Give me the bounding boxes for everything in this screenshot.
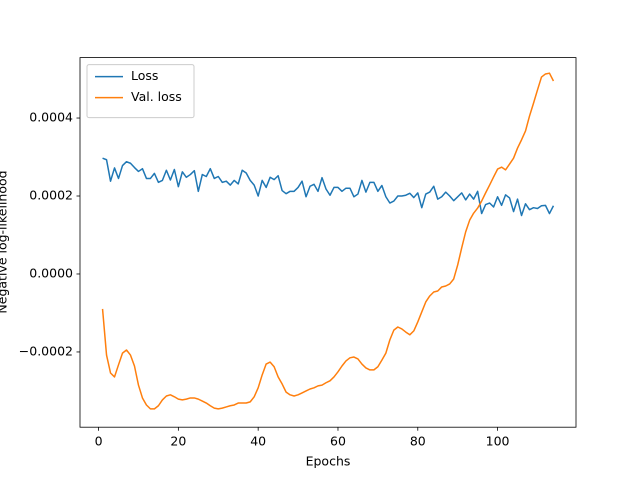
x-tick-label: 60 xyxy=(330,434,346,449)
x-tick-label: 20 xyxy=(170,434,186,449)
x-tick-label: 0 xyxy=(95,434,103,449)
legend-label: Loss xyxy=(131,68,158,83)
x-tick-label: 100 xyxy=(486,434,510,449)
series-line xyxy=(102,157,555,217)
series-line xyxy=(101,72,555,410)
x-tick-label: 80 xyxy=(410,434,426,449)
legend-box xyxy=(86,64,195,119)
y-tick-label: −0.0002 xyxy=(19,343,73,358)
y-tick-label: 0.0002 xyxy=(29,188,73,203)
y-tick-label: 0.0004 xyxy=(29,110,73,125)
y-axis-label: Negative log-likelihood xyxy=(0,170,10,313)
y-tick-label: 0.0000 xyxy=(29,265,73,280)
x-axis-label: Epochs xyxy=(306,454,351,469)
legend: Loss Val. loss xyxy=(86,64,195,119)
legend-label: Val. loss xyxy=(131,89,182,104)
x-tick-label: 40 xyxy=(250,434,266,449)
plot-frame xyxy=(79,57,577,428)
